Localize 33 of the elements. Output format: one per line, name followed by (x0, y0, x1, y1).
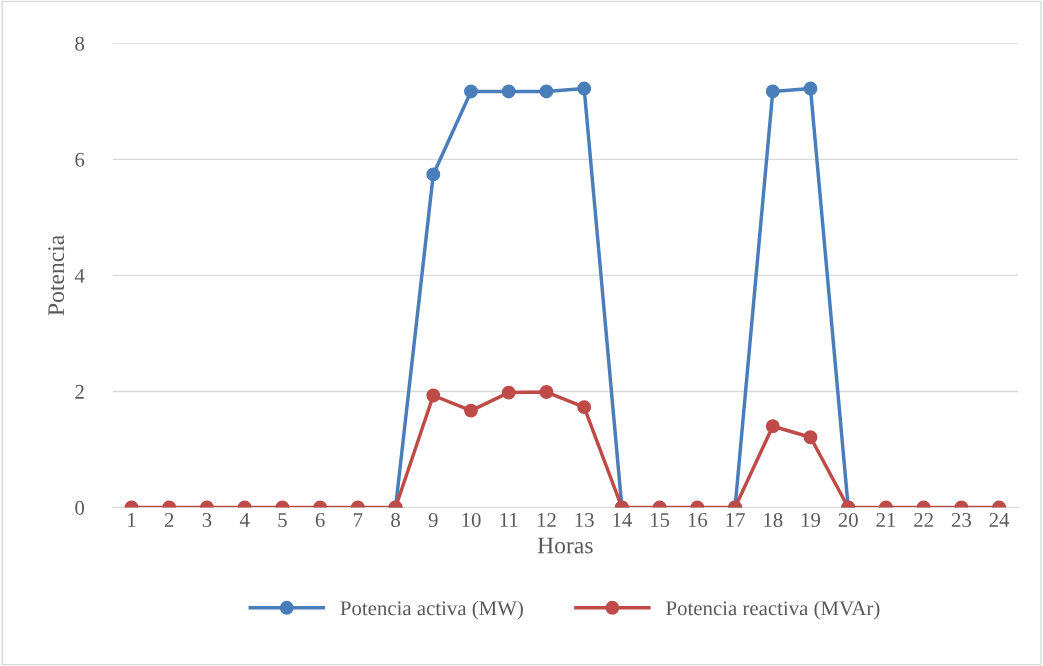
x-tick-label: 7 (354, 513, 363, 527)
y-tick-label: 4 (74, 268, 85, 283)
x-tick-label: 9 (428, 513, 438, 528)
y-axis-title: Potencia (48, 235, 65, 316)
y-tick-label: 6 (75, 152, 85, 167)
x-axis-title: Horas (537, 537, 593, 554)
x-tick-label: 16 (688, 513, 708, 528)
x-tick-label: 21 (876, 513, 896, 527)
x-tick-label: 18 (764, 512, 783, 528)
x-tick-label: 12 (537, 513, 556, 527)
y-tick-label: 8 (75, 36, 85, 51)
x-tick-label: 24 (989, 513, 1010, 527)
x-tick-label: 4 (239, 513, 250, 527)
y-tick-label: 0 (75, 500, 85, 515)
x-tick-label: 11 (500, 513, 518, 527)
x-tick-label: 8 (391, 512, 400, 528)
x-tick-label: 10 (462, 512, 481, 528)
x-tick-label: 22 (914, 513, 933, 527)
legend-label: Potencia activa (MW) (340, 600, 523, 620)
x-tick-label: 14 (613, 513, 632, 527)
x-tick-label: 3 (202, 513, 212, 528)
x-tick-label: 13 (575, 513, 594, 528)
x-tick-label: 17 (726, 513, 745, 527)
x-tick-label: 5 (278, 513, 287, 528)
x-tick-label: 1 (128, 513, 136, 527)
x-tick-label: 19 (801, 513, 821, 528)
legend-label: Potencia reactiva (MVAr) (666, 600, 880, 620)
x-tick-label: 6 (315, 513, 325, 528)
x-tick-label: 20 (838, 512, 858, 528)
x-tick-label: 2 (164, 513, 174, 527)
x-tick-label: 15 (651, 513, 670, 528)
y-tick-label: 2 (75, 384, 84, 399)
x-tick-label: 23 (951, 513, 971, 528)
